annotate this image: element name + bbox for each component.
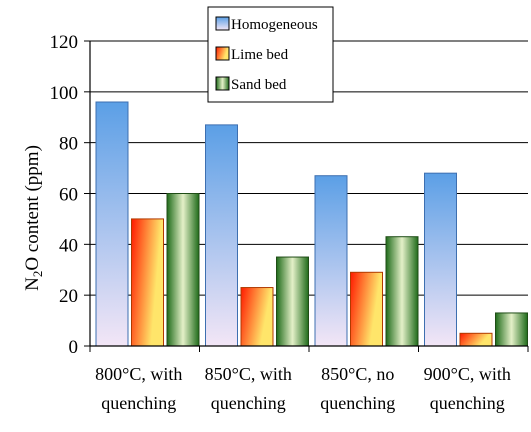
y-axis-title: N2O content (ppm) — [22, 145, 45, 291]
bar-homogeneous — [205, 124, 238, 347]
tick-labels: 0 20 40 60 80 100 120 800°C, with quenching 850°C… — [50, 32, 511, 413]
bar-lime-bed — [131, 218, 164, 347]
bar-sand-bed — [276, 256, 309, 347]
bar-homogeneous — [424, 172, 457, 347]
y-tick-label: 0 — [69, 337, 79, 358]
bar-homogeneous — [95, 101, 129, 347]
bar-sand-bed — [166, 193, 200, 347]
y-tick-label: 80 — [59, 134, 78, 155]
x-category-label: 800°C, with — [95, 364, 182, 384]
legend: Homogeneous Lime bed Sand bed — [207, 6, 334, 103]
y-tick-label: 120 — [50, 32, 79, 53]
legend-label: Lime bed — [231, 47, 289, 63]
legend-label: Homogeneous — [231, 17, 318, 33]
bar-sand-bed — [385, 236, 419, 347]
x-category-label: 850°C, with — [205, 364, 292, 384]
axes — [84, 40, 529, 352]
legend-swatch — [215, 16, 230, 31]
y-tick-label: 20 — [59, 286, 78, 307]
x-category-label: 900°C, with — [424, 364, 511, 384]
legend-swatch — [215, 76, 230, 91]
x-category-label: quenching — [430, 393, 505, 413]
bar-homogeneous — [314, 175, 348, 347]
y-tick-label: 40 — [59, 235, 78, 256]
x-category-label: quenching — [320, 393, 395, 413]
bar-lime-bed — [240, 287, 274, 347]
legend-swatch — [215, 46, 230, 61]
bars — [95, 101, 528, 347]
y-tick-label: 60 — [59, 185, 78, 206]
x-category-label: 850°C, no — [321, 364, 394, 384]
y-tick-label: 100 — [50, 83, 79, 104]
x-category-label: quenching — [211, 393, 286, 413]
x-category-label: quenching — [101, 393, 176, 413]
bar-lime-bed — [459, 332, 493, 347]
bar-lime-bed — [350, 271, 383, 347]
legend-label: Sand bed — [231, 77, 287, 93]
bar-sand-bed — [495, 312, 528, 347]
